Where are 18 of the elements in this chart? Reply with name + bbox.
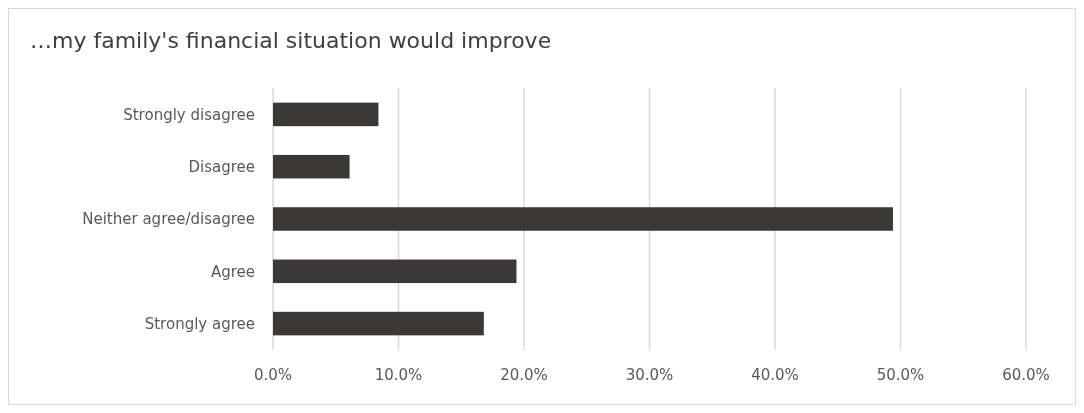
y-tick-label: Strongly agree xyxy=(144,314,255,333)
bar xyxy=(273,207,893,231)
bar xyxy=(273,154,350,179)
bar xyxy=(273,102,379,127)
x-tick-label: 50.0% xyxy=(876,366,925,384)
bar xyxy=(273,311,484,336)
x-tick-label: 20.0% xyxy=(500,366,548,384)
x-tick-label: 40.0% xyxy=(751,366,799,384)
y-tick-label: Neither agree/disagree xyxy=(82,210,255,229)
x-tick-label: 0.0% xyxy=(253,366,293,384)
x-tick-label: 10.0% xyxy=(374,366,423,384)
y-tick-label: Agree xyxy=(210,262,255,281)
y-tick-label: Strongly disagree xyxy=(123,105,255,124)
x-tick-label: 60.0% xyxy=(1002,366,1050,384)
x-tick-label: 30.0% xyxy=(625,366,674,384)
y-tick-label: Disagree xyxy=(188,157,255,176)
bar xyxy=(273,259,517,284)
chart-title: …my family's financial situation would improve xyxy=(30,28,552,53)
